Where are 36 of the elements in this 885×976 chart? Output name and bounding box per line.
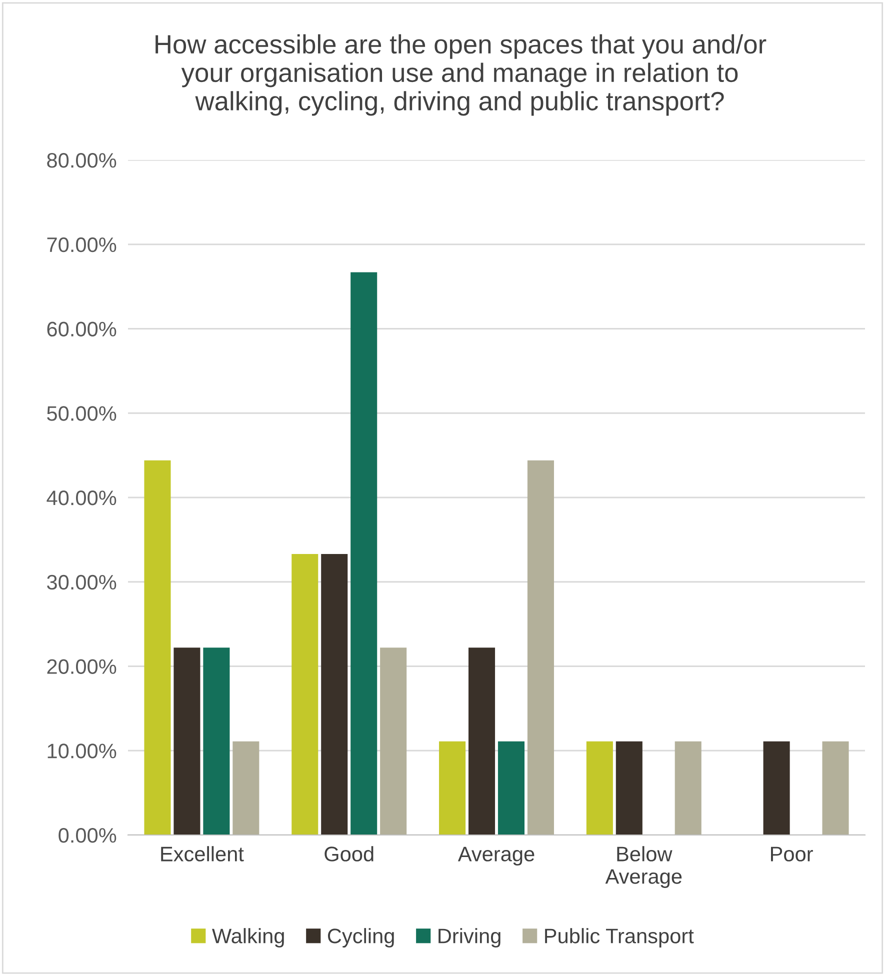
y-tick-label: 0.00% — [58, 828, 116, 843]
y-tick-label: 30.00% — [47, 574, 116, 590]
y-tick-label: 10.00% — [48, 744, 116, 758]
legend-label: Driving — [438, 928, 500, 948]
legend-label: Cycling — [328, 928, 394, 948]
y-tick-label: 80.00% — [47, 153, 116, 168]
bar — [498, 741, 525, 835]
y-tick-label: 60.00% — [47, 322, 116, 337]
y-tick-label: 70.00% — [47, 237, 116, 252]
bar — [144, 460, 171, 835]
bar — [350, 272, 378, 835]
x-tick-label: Good — [324, 846, 374, 862]
bar — [321, 554, 348, 835]
bar — [232, 741, 260, 835]
bar — [763, 741, 790, 835]
bar — [616, 741, 642, 835]
bar — [586, 741, 613, 835]
bar — [203, 648, 230, 835]
bar — [292, 554, 318, 835]
bar — [674, 741, 702, 835]
bar — [439, 741, 466, 835]
x-tick-label: Poor — [771, 846, 813, 862]
y-tick-label: 50.00% — [47, 406, 116, 421]
bar — [174, 648, 200, 835]
bar — [822, 741, 849, 835]
legend-label: Walking — [212, 928, 284, 948]
bar — [380, 648, 407, 835]
x-tick-label: Excellent — [161, 846, 244, 862]
x-tick-label: Below Average — [605, 846, 682, 888]
y-tick-label: 20.00% — [47, 659, 116, 674]
y-tick-label: 40.00% — [46, 490, 116, 506]
chart-title: How accessible are the open spaces that you and/or your organisation use and manage in relation to walking, cycling, driving and public transport? — [156, 34, 766, 116]
x-tick-label: Average — [458, 846, 534, 866]
bar — [468, 648, 496, 835]
legend-label: Public Transport — [545, 928, 694, 948]
bar — [527, 460, 554, 835]
